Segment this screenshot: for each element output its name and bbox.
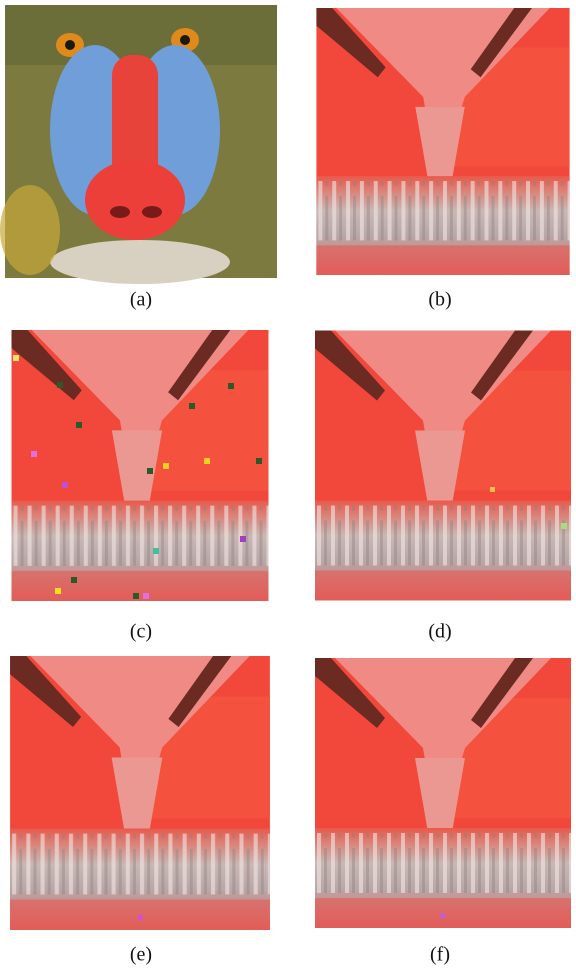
panel-c-image	[12, 330, 269, 601]
figure: (a) (b) (c) (d) (e) (f)	[0, 0, 576, 971]
panel-f-image	[315, 658, 571, 928]
panel-caption: (a)	[130, 289, 152, 311]
panel-caption: (b)	[428, 289, 451, 311]
panel-d-image	[315, 331, 571, 601]
panel-caption: (d)	[428, 621, 451, 643]
panel-caption: (e)	[130, 944, 152, 966]
panel-b-image	[316, 8, 569, 275]
panel-e-image	[10, 656, 270, 930]
panel-a-image	[0, 5, 277, 284]
panel-caption: (c)	[130, 621, 152, 643]
panel-caption: (f)	[430, 944, 450, 966]
